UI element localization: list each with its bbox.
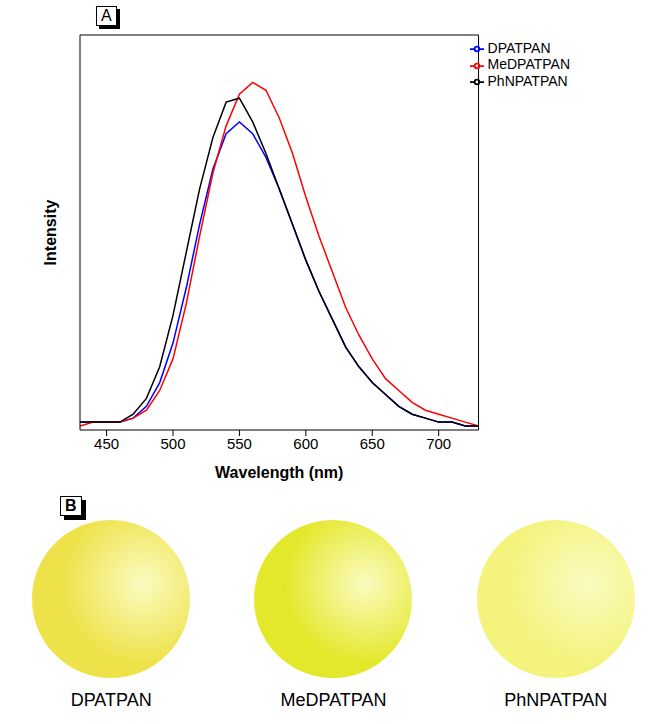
svg-text:600: 600 [293,435,318,452]
html-text:PhNPATPAN: PhNPATPAN [504,690,608,710]
html-text:A: A [101,7,112,24]
svg-text:500: 500 [160,435,185,452]
html-text:MeDPATPAN: MeDPATPAN [487,56,570,73]
html-text:PhNPATPAN: PhNPATPAN [487,72,568,89]
svg-text:550: 550 [227,435,252,452]
html-text:DPATPAN: DPATPAN [70,690,152,710]
html-text:B: B [65,497,77,514]
svg-text:700: 700 [426,435,451,452]
svg-text:450: 450 [94,435,119,452]
html-text:DPATPAN: DPATPAN [487,40,551,56]
svg-text:Wavelength (nm): Wavelength (nm) [215,464,343,481]
html-text:MeDPATPAN: MeDPATPAN [280,690,387,710]
svg-text:Intensity: Intensity [42,200,59,266]
svg-text:650: 650 [360,435,385,452]
